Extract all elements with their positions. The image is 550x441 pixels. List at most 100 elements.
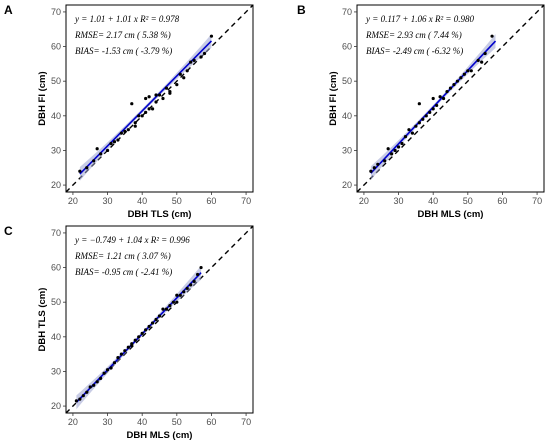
data-point — [421, 117, 425, 121]
data-point — [428, 110, 432, 114]
data-point — [414, 124, 418, 128]
data-point — [144, 328, 148, 332]
data-point — [469, 69, 473, 73]
data-point — [119, 352, 124, 356]
y-axis-title: DBH FI (cm) — [37, 71, 48, 125]
data-point — [92, 159, 96, 163]
y-tick-label: 50 — [342, 76, 352, 86]
data-point — [417, 121, 421, 125]
panel-letter: B — [297, 3, 306, 17]
data-point — [102, 371, 106, 375]
data-point — [164, 307, 169, 311]
data-point — [431, 96, 435, 101]
data-point — [85, 166, 89, 170]
data-point — [105, 148, 110, 153]
data-point — [452, 83, 456, 87]
data-point — [105, 368, 110, 372]
x-tick-label: 50 — [172, 196, 182, 206]
data-point — [164, 86, 169, 90]
data-point — [185, 69, 189, 73]
data-point — [150, 321, 155, 325]
data-point — [154, 317, 158, 322]
data-point — [372, 166, 376, 170]
y-tick-label: 20 — [51, 180, 61, 190]
data-point — [490, 34, 494, 38]
data-point — [178, 72, 182, 76]
y-tick-label: 60 — [51, 263, 61, 273]
data-point — [154, 100, 158, 104]
data-point — [133, 121, 137, 125]
stat-annotation: BIAS= -1.53 cm ( -3.79 %) — [75, 46, 172, 56]
stat-annotation: y = 0.117 + 1.06 x R² = 0.980 — [365, 14, 474, 24]
data-point — [126, 345, 130, 349]
data-point — [116, 355, 120, 360]
data-point — [78, 397, 82, 401]
data-point — [199, 265, 203, 270]
data-point — [112, 361, 117, 365]
x-axis-title: DBH MLS (cm) — [418, 209, 484, 220]
data-point — [168, 91, 172, 95]
data-point — [133, 124, 137, 128]
x-tick-label: 20 — [68, 417, 78, 427]
y-tick-label: 20 — [51, 401, 61, 411]
stat-annotation: y = 1.01 + 1.01 x R² = 0.978 — [74, 14, 180, 24]
data-point — [157, 93, 162, 97]
x-tick-label: 50 — [172, 417, 182, 427]
data-point — [147, 95, 151, 99]
data-point — [199, 55, 203, 59]
x-tick-label: 60 — [206, 417, 216, 427]
reference-line-1-to-1 — [66, 5, 253, 192]
y-tick-label: 70 — [342, 7, 352, 17]
data-point — [126, 128, 130, 132]
data-point — [209, 34, 214, 38]
data-point — [85, 390, 89, 394]
data-point — [476, 58, 480, 63]
data-point — [109, 366, 113, 370]
data-point — [175, 300, 179, 304]
data-point — [403, 134, 408, 139]
panel-b: B 20 30 40 50 60 70 20 30 40 50 60 70 DBH MLS (cm) DBH… — [297, 3, 545, 220]
panel-letter: A — [4, 3, 13, 17]
data-point — [390, 152, 394, 156]
data-point — [119, 131, 124, 135]
data-point — [99, 152, 103, 156]
regression-line — [370, 40, 497, 174]
data-point — [150, 107, 155, 111]
data-point — [410, 131, 415, 135]
y-tick-label: 40 — [51, 332, 61, 342]
data-point — [462, 72, 466, 76]
reference-line-1-to-1 — [357, 5, 544, 192]
data-point — [189, 60, 193, 64]
data-point — [123, 349, 127, 353]
x-axis-title: DBH MLS (cm) — [127, 430, 193, 441]
data-point — [369, 169, 373, 173]
y-tick-label: 40 — [342, 111, 352, 121]
data-point — [383, 159, 387, 163]
data-point — [417, 102, 421, 106]
data-point — [424, 114, 428, 118]
stat-annotation: RMSE= 2.93 cm ( 7.44 %) — [365, 30, 462, 40]
data-point — [116, 138, 120, 142]
x-tick-label: 30 — [103, 196, 113, 206]
y-tick-label: 50 — [51, 297, 61, 307]
y-tick-label: 70 — [51, 228, 61, 238]
data-point — [95, 380, 99, 384]
data-point — [137, 114, 141, 118]
data-point — [133, 338, 137, 342]
x-tick-label: 40 — [137, 196, 147, 206]
y-tick-label: 30 — [51, 145, 61, 155]
stat-annotation: RMSE= 2.17 cm ( 5.38 %) — [74, 30, 171, 40]
y-axis-title: DBH TLS (cm) — [37, 288, 48, 352]
y-tick-label: 50 — [51, 76, 61, 86]
data-point — [171, 300, 175, 304]
y-tick-label: 70 — [51, 7, 61, 17]
data-point — [157, 314, 162, 318]
data-point — [168, 304, 172, 308]
x-tick-label: 40 — [428, 196, 438, 206]
x-tick-label: 40 — [137, 417, 147, 427]
data-point — [182, 76, 186, 80]
y-axis-title: DBH FI (cm) — [328, 71, 339, 125]
data-point — [109, 141, 113, 146]
data-point — [95, 147, 99, 151]
